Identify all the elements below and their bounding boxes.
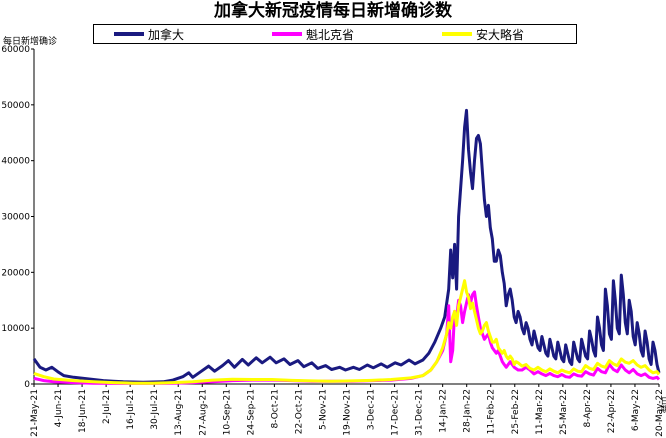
y-tick-label: 0 <box>24 380 30 390</box>
x-tick-label: 19-Nov-21 <box>343 389 353 436</box>
y-tick-label: 50000 <box>1 101 30 111</box>
x-tick-label: 27-Aug-21 <box>198 389 208 436</box>
x-tick-label: 18-Jun-21 <box>78 389 88 433</box>
x-tick-label: 22-Oct-21 <box>294 389 304 434</box>
legend-item-canada: 加拿大 <box>114 25 184 43</box>
x-tick-label: 11-Mar-22 <box>535 389 545 435</box>
x-tick-label: 11-Feb-22 <box>487 389 497 434</box>
y-tick-label: 60000 <box>1 45 30 55</box>
y-tick-label: 10000 <box>1 324 30 334</box>
legend-swatch-canada <box>114 32 144 36</box>
legend-swatch-ontario <box>442 32 472 36</box>
x-tick-label: 25-Feb-22 <box>511 389 521 434</box>
legend-label-canada: 加拿大 <box>148 27 185 42</box>
x-tick-label: 24-Sep-21 <box>246 389 256 435</box>
x-tick-label: 25-Mar-22 <box>559 389 569 435</box>
x-tick-label: 16-Jul-21 <box>126 389 136 430</box>
y-tick-label: 40000 <box>1 157 30 167</box>
x-tick-label: 17-Dec-21 <box>391 389 401 436</box>
y-axis-label: 每日新增确诊 <box>3 37 58 47</box>
x-tick-label: 2-Jul-21 <box>102 389 112 424</box>
x-tick-label: 22-Apr-22 <box>607 389 617 433</box>
x-tick-label: 5-Nov-21 <box>318 389 328 430</box>
y-tick-label: 30000 <box>1 213 30 223</box>
x-tick-label: 10-Sep-21 <box>222 389 232 435</box>
x-tick-label: 21-May-21 <box>30 389 40 437</box>
x-tick-label: 14-Jan-22 <box>439 389 449 433</box>
x-tick-label: 30-Jul-21 <box>150 389 160 430</box>
x-tick-label: 4-Jun-21 <box>54 389 64 427</box>
series-line-canada <box>32 108 661 384</box>
legend-label-ontario: 安大略省 <box>476 27 525 42</box>
x-tick-label: 28-Jan-22 <box>463 389 473 433</box>
y-tick-label: 20000 <box>1 268 30 278</box>
legend-label-quebec: 魁北克省 <box>306 27 355 42</box>
chart-legend: 加拿大 魁北克省 安大略省 <box>93 24 577 44</box>
chart-title: 加拿大新冠疫情每日新增确诊数 <box>214 1 452 21</box>
x-tick-label: 6-May-22 <box>631 389 641 431</box>
legend-item-quebec: 魁北克省 <box>272 25 354 43</box>
x-tick-label: 31-Dec-21 <box>415 389 425 436</box>
x-axis-label: 日期 <box>660 397 666 413</box>
x-tick-label: 8-Apr-22 <box>583 389 593 427</box>
legend-item-ontario: 安大略省 <box>442 25 524 43</box>
x-tick-label: 3-Dec-21 <box>367 389 377 430</box>
x-tick-label: 8-Oct-21 <box>270 389 280 429</box>
series-line-ontario <box>33 279 661 385</box>
legend-swatch-quebec <box>272 32 302 36</box>
x-tick-label: 20-May-22 <box>655 389 665 437</box>
x-tick-label: 13-Aug-21 <box>174 389 184 436</box>
